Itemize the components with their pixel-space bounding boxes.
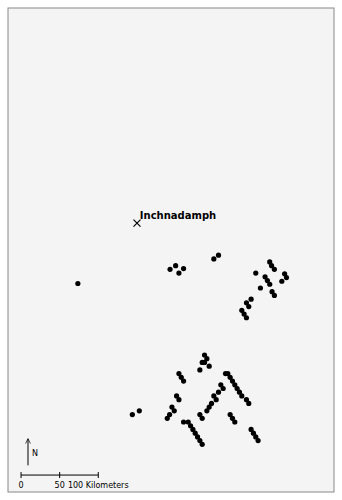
site-point bbox=[181, 419, 186, 424]
site-point bbox=[197, 367, 202, 372]
marks bbox=[75, 220, 289, 447]
scale-bar-tick bbox=[21, 472, 22, 478]
site-point bbox=[216, 253, 221, 258]
site-point bbox=[239, 393, 244, 398]
site-point bbox=[214, 397, 219, 402]
site-point bbox=[75, 281, 80, 286]
scale-bar-label: 100 Kilometers bbox=[68, 481, 129, 490]
site-point bbox=[211, 256, 216, 261]
scale-bar: 0 50100 Kilometers N bbox=[18, 439, 128, 490]
plot: Inchnadamph 0 50100 Kilometers N bbox=[8, 8, 334, 492]
site-point bbox=[181, 378, 186, 383]
site-point bbox=[255, 438, 260, 443]
site-point bbox=[200, 416, 205, 421]
scale-bar-tick bbox=[98, 472, 99, 478]
site-point bbox=[200, 442, 205, 447]
annotation-label: Inchnadamph bbox=[140, 210, 216, 221]
plot-frame bbox=[8, 8, 334, 492]
site-point bbox=[246, 401, 251, 406]
site-point bbox=[244, 315, 249, 320]
site-point bbox=[181, 266, 186, 271]
site-point bbox=[216, 390, 221, 395]
site-point bbox=[272, 293, 277, 298]
site-point bbox=[284, 275, 289, 280]
site-point bbox=[202, 360, 207, 365]
site-point bbox=[249, 297, 254, 302]
site-point bbox=[267, 282, 272, 287]
site-point bbox=[253, 270, 258, 275]
site-point bbox=[223, 371, 228, 376]
annotations: Inchnadamph bbox=[140, 210, 216, 221]
site-point bbox=[176, 397, 181, 402]
site-point bbox=[279, 279, 284, 284]
site-point bbox=[232, 419, 237, 424]
site-point bbox=[137, 408, 142, 413]
site-point bbox=[167, 267, 172, 272]
site-point bbox=[221, 386, 226, 391]
site-point bbox=[176, 270, 181, 275]
chart: Inchnadamph 0 50100 Kilometers N bbox=[0, 0, 342, 500]
scale-bar-tick bbox=[59, 472, 60, 478]
site-point bbox=[246, 304, 251, 309]
site-point bbox=[130, 412, 135, 417]
site-point bbox=[258, 285, 263, 290]
site-point bbox=[272, 267, 277, 272]
north-arrow bbox=[27, 439, 28, 466]
north-label: N bbox=[32, 449, 38, 458]
site-point bbox=[204, 408, 209, 413]
scale-bar-label: 0 bbox=[18, 481, 23, 490]
scale-bar-label: 50 bbox=[55, 481, 65, 490]
site-point bbox=[165, 416, 170, 421]
site-point bbox=[207, 364, 212, 369]
site-point bbox=[173, 263, 178, 268]
site-point bbox=[172, 408, 177, 413]
location-marker bbox=[134, 220, 141, 227]
